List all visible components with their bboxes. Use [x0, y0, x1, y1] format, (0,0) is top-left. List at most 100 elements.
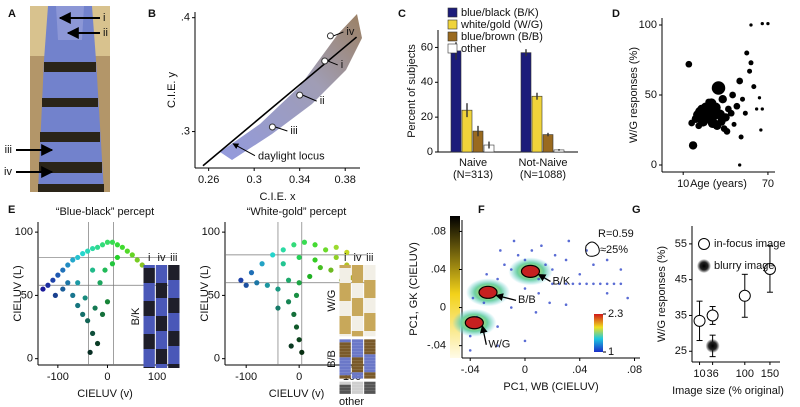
inset-stripe: [351, 354, 364, 358]
inset-stripe: [155, 337, 168, 340]
inset-stripe: [143, 295, 155, 298]
x-axis-label: C.I.E. x: [259, 191, 296, 203]
inset-column-label: iv: [354, 252, 362, 264]
density-scale-strip: [450, 216, 460, 358]
inset-stripe: [339, 316, 351, 319]
inset-stripe: [339, 387, 351, 391]
inset-stripe: [143, 289, 155, 292]
point-leader: [333, 31, 344, 37]
inset-stripe: [351, 289, 364, 292]
density-point: [509, 268, 513, 271]
point: [50, 277, 56, 283]
cluster-label: W/G: [488, 339, 510, 351]
inset-stripe: [339, 298, 351, 301]
x-axis-label: CIELUV (v): [77, 388, 133, 400]
inset-stripe: [155, 322, 168, 325]
y-tick-label: 45: [675, 274, 687, 286]
bubble: [711, 81, 726, 95]
point: [291, 242, 297, 248]
point: [333, 244, 339, 250]
inset-stripe: [364, 274, 376, 277]
inset-stripe: [339, 351, 351, 355]
x-tick-label: 10: [677, 178, 689, 190]
inset-stripe: [339, 307, 351, 310]
point: [254, 280, 260, 286]
x-tick-label: Not-Naive: [519, 157, 568, 169]
inset-stripe: [364, 328, 376, 331]
inset-stripe: [143, 358, 155, 361]
bubble: [751, 84, 757, 90]
inset-stripe: [364, 369, 376, 373]
point: [296, 254, 302, 261]
inset-stripe: [364, 363, 376, 367]
inset-stripe: [364, 339, 376, 343]
y-tick-label: -.04: [427, 340, 446, 352]
inset-stripe: [351, 381, 364, 385]
inset-stripe: [143, 367, 155, 368]
density-point: [544, 263, 547, 267]
annotation: ≈25%: [600, 244, 628, 256]
bubble: [718, 95, 727, 104]
cluster-label: B/B: [518, 294, 536, 306]
inset-stripe: [339, 274, 351, 277]
point: [264, 282, 270, 288]
density-point: [468, 334, 472, 338]
inset-column-label: iii: [366, 252, 373, 264]
inset-stripe: [351, 348, 364, 352]
inset-stripe: [351, 313, 364, 316]
inset-stripe: [339, 292, 351, 295]
inset-stripe: [339, 268, 351, 271]
inset-stripe: [351, 369, 364, 373]
x-tick-label: 100: [736, 368, 754, 380]
x-tick-label: -.04: [461, 364, 480, 376]
legend-label: blue/brown (B/B): [461, 31, 543, 43]
category-note: (N=1088): [520, 169, 566, 181]
panel-letter: E: [8, 204, 15, 216]
bubble: [738, 134, 744, 140]
density-point: [612, 282, 616, 286]
locus-label: daylight locus: [258, 151, 325, 163]
inset-stripe: [143, 304, 155, 307]
point: [291, 311, 297, 317]
inset-column-label: iv: [158, 252, 166, 264]
inset-stripe: [168, 358, 180, 361]
inset-stripe: [364, 283, 376, 286]
inset-stripe: [168, 280, 180, 283]
inset-stripe: [364, 310, 376, 313]
inset-stripe: [155, 358, 168, 361]
inset-stripe: [143, 334, 155, 337]
inset-stripe: [168, 277, 180, 280]
inset-stripe: [155, 307, 168, 310]
density-point: [567, 239, 571, 243]
inset-stripe: [168, 355, 180, 358]
y-axis-label: PC1, GK (CIELUV): [408, 242, 420, 336]
inset-stripe: [143, 268, 155, 271]
density-point: [578, 272, 582, 276]
inset-stripe: [339, 313, 351, 316]
inset-stripe: [168, 292, 180, 295]
bubble: [688, 141, 698, 150]
inset-stripe: [351, 322, 364, 325]
point: [75, 280, 81, 286]
inset-row-label: B/K: [130, 307, 142, 325]
point: [248, 270, 255, 276]
marker: [706, 309, 719, 322]
x-tick-label: -100: [47, 371, 69, 383]
inset-stripe: [155, 265, 168, 268]
bubble: [759, 128, 763, 132]
inset-stripe: [143, 346, 155, 349]
inset-stripe: [351, 316, 364, 319]
inset-row-label: W/G: [326, 290, 338, 312]
inset-stripe: [351, 325, 364, 328]
bubble: [766, 21, 770, 26]
bubble: [733, 102, 741, 110]
point: [82, 295, 88, 301]
inset-stripe: [364, 316, 376, 319]
inset-stripe: [155, 298, 168, 301]
point: [45, 282, 51, 288]
point: [89, 245, 96, 252]
inset-stripe: [351, 345, 364, 349]
point: [102, 267, 108, 273]
inset-stripe: [351, 366, 364, 370]
